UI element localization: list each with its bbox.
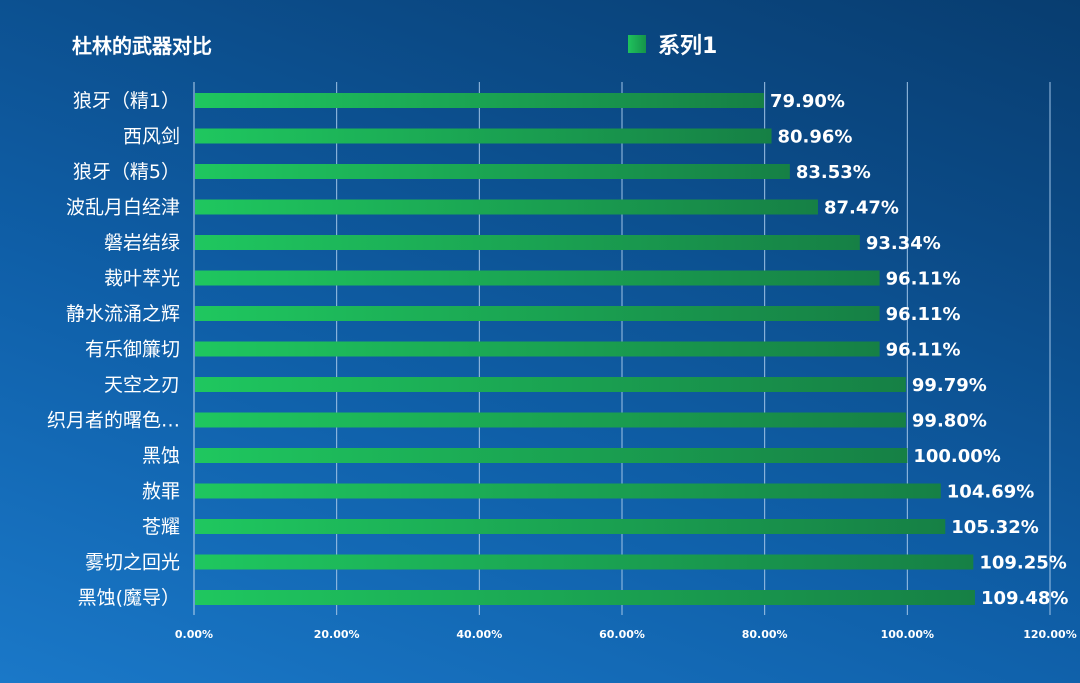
bar [195,306,880,321]
chart-title: 杜林的武器对比 [72,34,212,58]
bar [195,93,764,108]
data-label: 104.69% [947,482,1035,503]
data-label: 109.48% [981,588,1068,609]
category-label: 赦罪 [142,481,180,503]
data-label: 87.47% [824,198,899,219]
bar [195,235,860,250]
category-label: 波乱月白经津 [66,197,180,219]
category-label: 磐岩结绿 [104,232,180,254]
x-tick-label: 40.00% [456,628,502,641]
x-tick-label: 20.00% [314,628,360,641]
category-label: 有乐御簾切 [85,339,180,361]
bar [195,590,975,605]
category-label: 狼牙（精5） [73,161,180,183]
data-label: 109.25% [979,553,1067,574]
category-label: 黑蚀(魔导） [78,587,180,609]
data-label: 96.11% [886,304,961,325]
category-label: 织月者的曙色… [47,410,180,432]
data-label: 93.34% [866,233,941,254]
data-label: 105.32% [951,517,1039,538]
category-label: 狼牙（精1） [73,90,180,112]
bar [195,128,772,144]
bar [195,483,941,499]
legend-swatch [628,35,646,53]
data-label: 99.80% [912,411,987,432]
legend: 系列1 [628,28,717,60]
bar [195,341,880,357]
x-tick-label: 120.00% [1023,628,1076,641]
data-label: 83.53% [796,162,871,183]
bar [195,554,974,570]
bar [195,270,880,286]
legend-label: 系列1 [658,34,718,59]
data-label: 96.11% [886,269,961,290]
category-label: 裁叶萃光 [104,268,180,290]
data-label: 100.00% [913,446,1001,467]
x-tick-label: 80.00% [742,628,788,641]
data-label: 99.79% [912,375,987,396]
data-label: 79.90% [770,91,845,112]
category-label: 西风剑 [123,126,180,148]
x-tick-label: 60.00% [599,628,645,641]
bar [195,412,906,428]
category-label: 雾切之回光 [85,552,180,574]
data-label: 96.11% [886,340,961,361]
category-label: 黑蚀 [142,445,180,467]
bar [195,519,946,534]
category-label: 静水流涌之辉 [66,303,180,325]
x-tick-label: 0.00% [175,628,213,641]
bar [195,448,908,463]
bar [195,377,906,392]
data-label: 80.96% [778,127,853,148]
category-label: 苍耀 [142,516,180,538]
bar [195,164,790,179]
x-tick-label: 100.00% [881,628,934,641]
bar [195,199,818,215]
category-label: 天空之刃 [104,374,180,396]
